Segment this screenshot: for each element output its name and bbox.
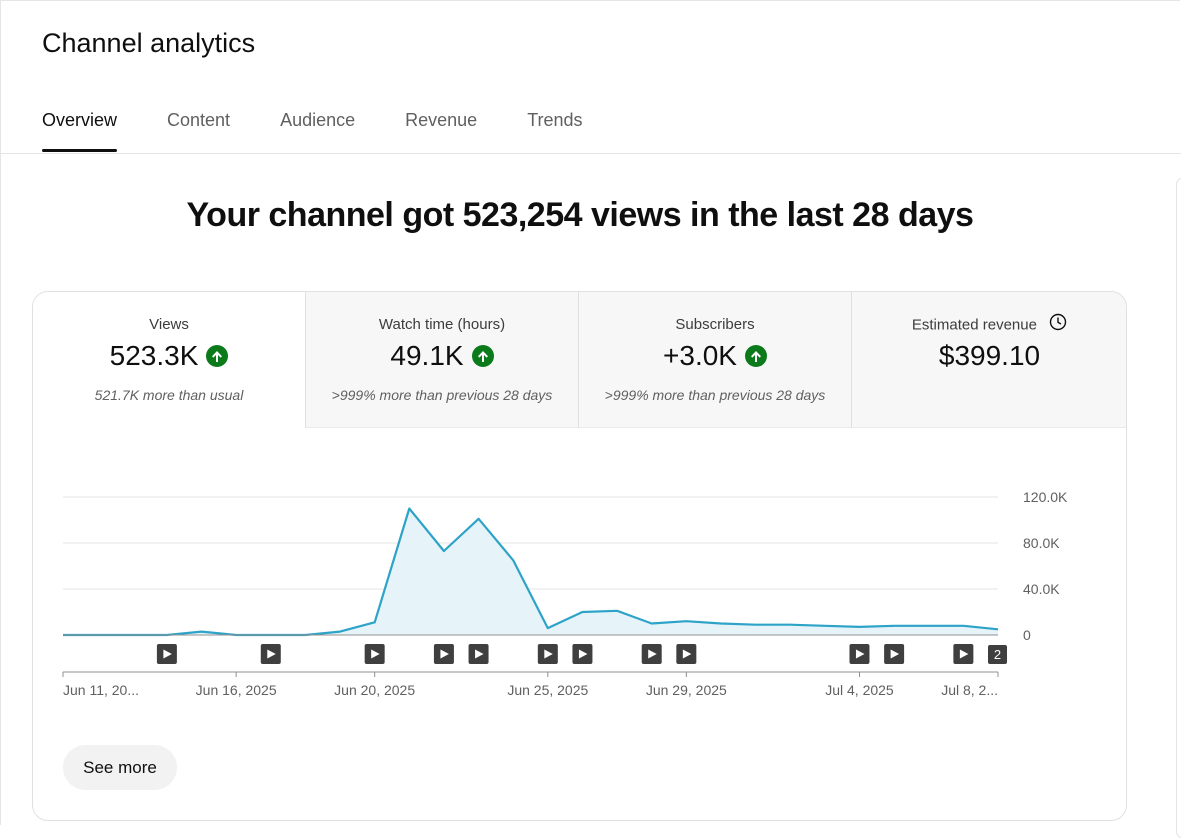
metric-value-row: $399.10 (852, 340, 1126, 372)
play-icon (890, 649, 900, 659)
play-icon (371, 649, 380, 659)
video-upload-marker[interactable] (260, 644, 281, 664)
y-tick-label: 0 (1023, 627, 1031, 643)
trend-up-icon (744, 345, 767, 367)
play-icon (475, 649, 484, 659)
trend-up-icon (471, 345, 494, 367)
metric-value-row: 523.3K (33, 340, 305, 372)
x-tick-label: Jun 25, 2025 (507, 682, 588, 698)
video-upload-marker[interactable] (641, 644, 662, 664)
play-icon (578, 649, 588, 659)
metric-label: Views (149, 316, 189, 333)
play-icon (163, 649, 172, 659)
metric-value: +3.0K (663, 340, 737, 371)
video-upload-marker[interactable] (953, 644, 974, 664)
video-upload-marker[interactable] (884, 644, 905, 664)
metric-tab-estimated-revenue[interactable]: Estimated revenue $399.10 (852, 292, 1126, 428)
tab-overview[interactable]: Overview (42, 110, 118, 154)
y-tick-label: 80.0K (1023, 535, 1060, 551)
views-area-fill (63, 508, 998, 635)
y-tick-label: 120.0K (1023, 489, 1068, 505)
video-upload-marker[interactable] (468, 644, 489, 664)
overview-card: Views 523.3K 521.7K more than usual Watc… (32, 291, 1127, 821)
video-upload-marker[interactable] (156, 644, 177, 664)
video-upload-marker-count[interactable]: 2 (988, 645, 1007, 664)
video-upload-marker[interactable] (433, 644, 454, 664)
chart-grid (63, 496, 998, 673)
tab-content[interactable]: Content (167, 110, 231, 130)
metric-label: Watch time (hours) (378, 316, 506, 333)
tab-audience[interactable]: Audience (280, 110, 356, 130)
play-icon (544, 649, 553, 659)
x-tick-label: Jul 4, 2025 (825, 682, 894, 698)
metric-value-row: +3.0K (579, 340, 851, 372)
x-tick-label: Jun 11, 20... (63, 682, 139, 698)
metric-tabs: Views 523.3K 521.7K more than usual Watc… (33, 292, 1126, 428)
tab-bar: Overview Content Audience Revenue Trends (42, 110, 633, 154)
y-axis-ticks: 120.0K 80.0K 40.0K 0 (1023, 489, 1068, 643)
video-upload-marker[interactable] (676, 644, 697, 664)
marker-box (988, 645, 1007, 664)
see-more-button[interactable]: See more (63, 745, 177, 790)
upload-markers: 2 (156, 644, 1007, 664)
views-series-line (63, 507, 999, 637)
metric-tab-subscribers[interactable]: Subscribers +3.0K >999% more than previo… (579, 292, 852, 428)
metric-label-row: Estimated revenue (852, 313, 1126, 335)
play-icon (959, 649, 969, 659)
metric-tab-views[interactable]: Views 523.3K 521.7K more than usual (33, 292, 306, 428)
x-tick-label: Jul 8, 2... (941, 682, 998, 698)
metric-comparison: 521.7K more than usual (94, 387, 244, 403)
marker-count-label: 2 (994, 647, 1001, 662)
video-upload-marker[interactable] (572, 644, 593, 664)
play-icon (440, 649, 449, 659)
play-icon (267, 649, 276, 659)
clock-icon (1049, 313, 1067, 335)
metric-value: 523.3K (109, 340, 199, 371)
tab-revenue[interactable]: Revenue (405, 110, 478, 130)
metric-tab-watch-time[interactable]: Watch time (hours) 49.1K >999% more than… (306, 292, 579, 428)
video-upload-marker[interactable] (537, 644, 558, 664)
x-axis-ticks: Jun 11, 20... Jun 16, 2025 Jun 20, 2025 Jun… (62, 672, 999, 698)
tab-trends[interactable]: Trends (527, 110, 583, 130)
page-title: Channel analytics (42, 28, 256, 58)
tabs-divider (0, 153, 1181, 154)
metric-value-row: 49.1K (306, 340, 578, 372)
y-tick-label: 40.0K (1023, 581, 1060, 597)
views-line-chart: 2 120.0K 80.0K 40.0K 0 Jun 11, 20... Jun 16,… (62, 489, 1068, 698)
video-upload-marker[interactable] (849, 644, 870, 664)
metric-value: 49.1K (390, 340, 464, 371)
metric-comparison: >999% more than previous 28 days (331, 387, 553, 403)
x-tick-label: Jun 16, 2025 (196, 682, 277, 698)
metric-label: Subscribers (675, 316, 755, 333)
video-upload-marker[interactable] (364, 644, 385, 664)
metric-comparison: >999% more than previous 28 days (604, 387, 826, 403)
x-tick-label: Jun 29, 2025 (646, 682, 727, 698)
play-icon (682, 649, 692, 659)
metric-label: Estimated revenue (911, 316, 1037, 334)
metric-value: $399.10 (938, 340, 1041, 371)
play-icon (855, 649, 865, 659)
x-tick-label: Jun 20, 2025 (334, 682, 415, 698)
trend-up-icon (206, 345, 229, 367)
summary-headline: Your channel got 523,254 views in the la… (186, 196, 974, 234)
side-panel-edge (1176, 178, 1181, 838)
play-icon (648, 649, 657, 659)
